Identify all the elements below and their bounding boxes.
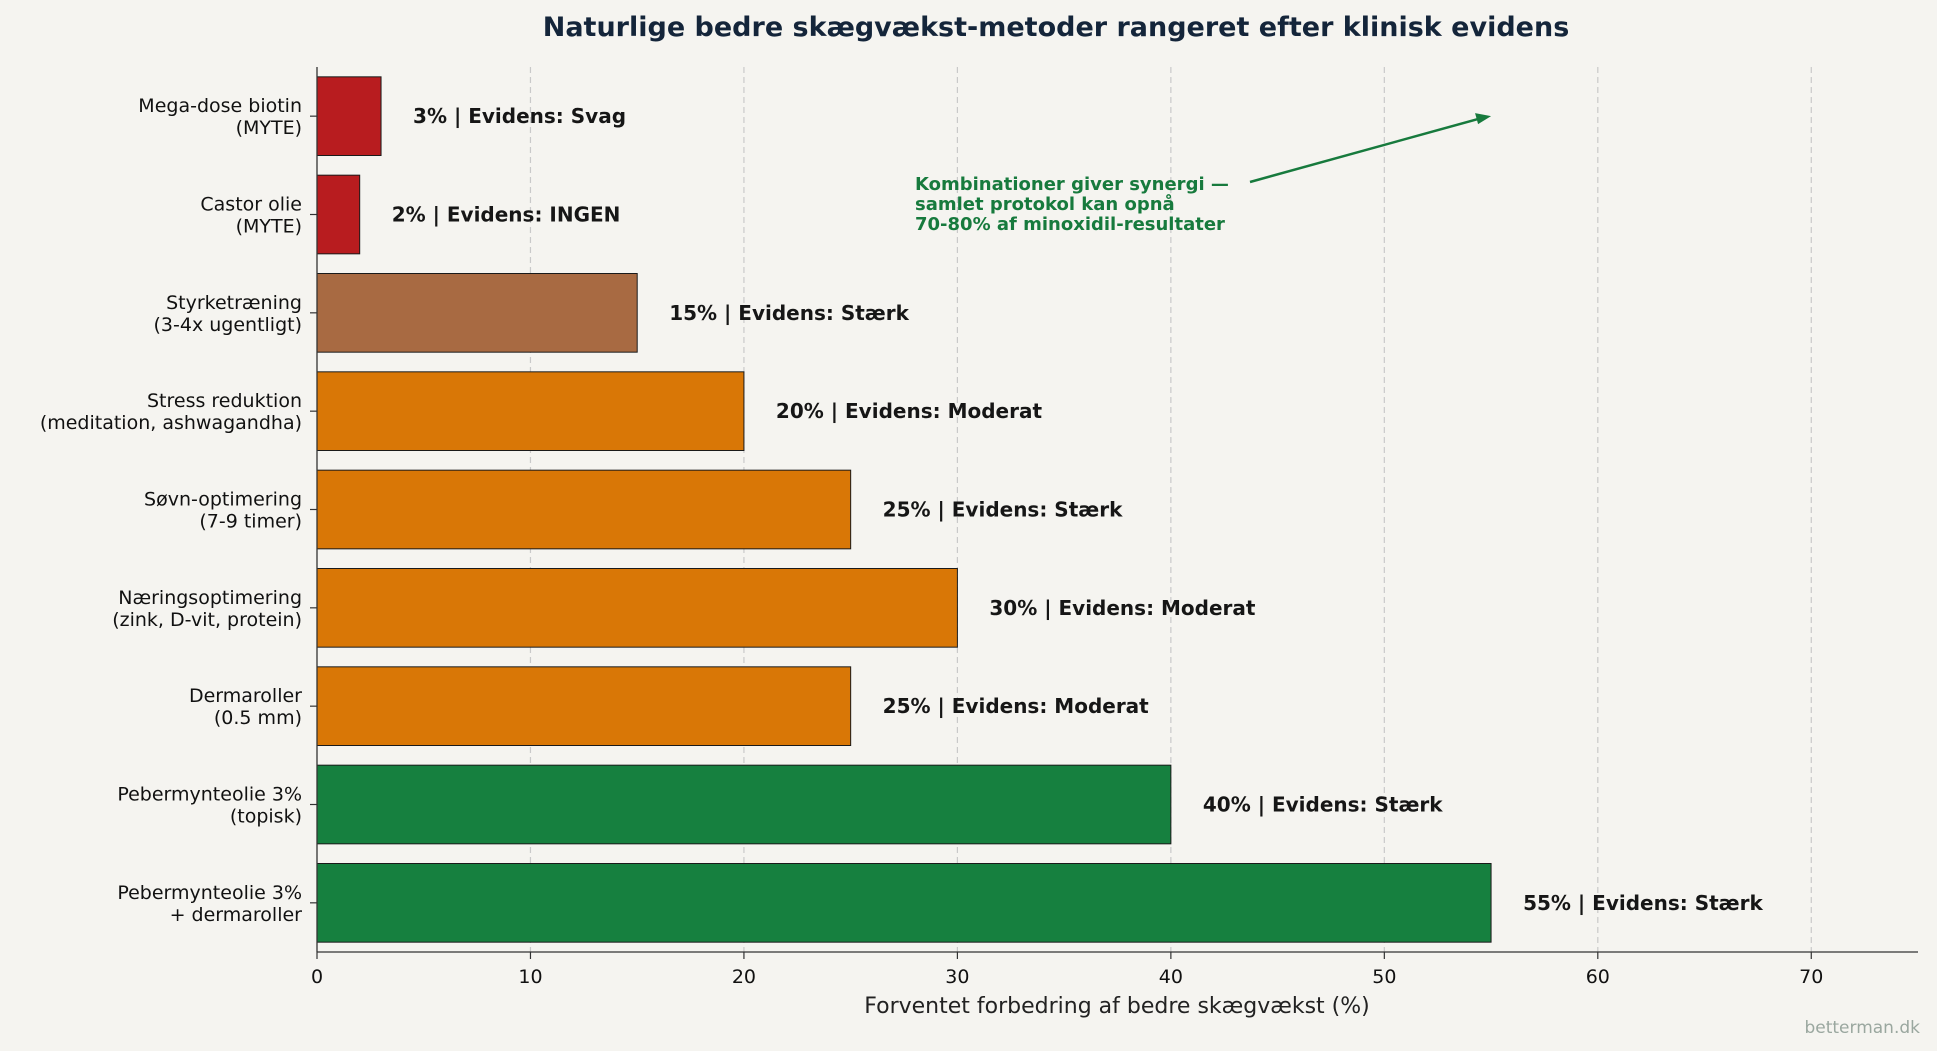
y-label-4: Søvn-optimering (7-9 timer) bbox=[144, 489, 302, 533]
y-label-line: (MYTE) bbox=[236, 117, 302, 139]
x-axis-ticks: 0 10 20 30 40 50 60 70 bbox=[311, 966, 1823, 988]
x-tick-label-60: 60 bbox=[1586, 966, 1610, 988]
data-label-7: 40% | Evidens: Stærk bbox=[1203, 793, 1443, 817]
bar-3 bbox=[316, 371, 745, 452]
y-label-0: Mega-dose biotin (MYTE) bbox=[138, 95, 302, 139]
x-tick-label-50: 50 bbox=[1372, 966, 1396, 988]
x-tick-label-40: 40 bbox=[1159, 966, 1183, 988]
y-label-line: (0.5 mm) bbox=[214, 707, 302, 729]
y-label-5: Næringsoptimering (zink, D-vit, protein) bbox=[112, 587, 302, 631]
bar-8 bbox=[316, 863, 1492, 943]
x-tick-label-30: 30 bbox=[945, 966, 969, 988]
y-label-6: Dermaroller (0.5 mm) bbox=[189, 685, 302, 729]
y-label-line: (zink, D-vit, protein) bbox=[112, 609, 302, 631]
y-label-1: Castor olie (MYTE) bbox=[200, 194, 302, 238]
y-label-line: (topisk) bbox=[230, 806, 302, 828]
bar-1 bbox=[316, 174, 361, 255]
y-label-3: Stress reduktion (meditation, ashwagandha… bbox=[40, 390, 302, 434]
x-tick-label-20: 20 bbox=[732, 966, 756, 988]
y-label-line: Pebermynteolie 3% bbox=[117, 784, 302, 806]
data-label-4: 25% | Evidens: Stærk bbox=[883, 498, 1123, 522]
bar-4 bbox=[316, 469, 852, 550]
x-tick-label-70: 70 bbox=[1799, 966, 1823, 988]
data-label-3: 20% | Evidens: Moderat bbox=[776, 399, 1043, 423]
data-label-6: 25% | Evidens: Moderat bbox=[883, 694, 1150, 718]
y-label-line: (MYTE) bbox=[236, 216, 302, 238]
data-label-0: 3% | Evidens: Svag bbox=[413, 104, 626, 128]
bar-0 bbox=[316, 76, 382, 156]
y-label-line: Søvn-optimering bbox=[144, 489, 302, 511]
x-axis-label: Forventet forbedring af bedre skægvækst … bbox=[864, 994, 1369, 1019]
data-label-8: 55% | Evidens: Stærk bbox=[1523, 891, 1763, 915]
data-label-1: 2% | Evidens: INGEN bbox=[392, 203, 621, 227]
y-label-line: Styrketræning bbox=[166, 292, 302, 314]
annotation-line: Kombinationer giver synergi — bbox=[915, 174, 1229, 195]
footer-source: betterman.dk bbox=[1804, 1018, 1920, 1038]
bars bbox=[316, 76, 1492, 943]
y-label-line: Mega-dose biotin bbox=[138, 95, 302, 117]
x-tick-label-0: 0 bbox=[311, 966, 323, 988]
y-label-8: Pebermynteolie 3% + dermaroller bbox=[117, 882, 302, 926]
y-label-2: Styrketræning (3-4x ugentligt) bbox=[154, 292, 303, 336]
axes bbox=[310, 67, 1918, 959]
y-label-line: Stress reduktion bbox=[147, 390, 302, 412]
x-tick-label-10: 10 bbox=[518, 966, 542, 988]
bar-5 bbox=[316, 568, 958, 648]
data-label-5: 30% | Evidens: Moderat bbox=[989, 596, 1256, 620]
y-label-7: Pebermynteolie 3% (topisk) bbox=[117, 784, 302, 828]
y-label-line: Pebermynteolie 3% bbox=[117, 882, 302, 904]
bar-2 bbox=[316, 273, 638, 353]
y-label-line: + dermaroller bbox=[170, 904, 303, 926]
bar-6 bbox=[316, 666, 852, 746]
annotation-line: 70-80% af minoxidil-resultater bbox=[915, 214, 1225, 235]
annotation-arrow-head bbox=[1475, 113, 1492, 125]
y-label-line: (meditation, ashwagandha) bbox=[40, 412, 302, 434]
y-label-line: Dermaroller bbox=[189, 685, 302, 707]
bar-7 bbox=[316, 764, 1172, 845]
data-label-2: 15% | Evidens: Stærk bbox=[669, 301, 909, 325]
annotation-line: samlet protokol kan opnå bbox=[915, 193, 1175, 215]
y-label-line: Næringsoptimering bbox=[118, 587, 302, 609]
y-label-line: (7-9 timer) bbox=[199, 511, 302, 533]
chart-title: Naturlige bedre skægvækst-metoder ranger… bbox=[543, 12, 1570, 43]
data-labels: 3% | Evidens: Svag 2% | Evidens: INGEN 15%… bbox=[392, 104, 1764, 915]
y-label-line: (3-4x ugentligt) bbox=[154, 314, 303, 336]
annotation-text: Kombinationer giver synergi — samlet prot… bbox=[915, 174, 1229, 235]
annotation: Kombinationer giver synergi — samlet prot… bbox=[915, 113, 1492, 235]
y-label-line: Castor olie bbox=[200, 194, 302, 216]
annotation-arrow-line bbox=[1249, 116, 1482, 184]
y-axis-labels: Mega-dose biotin (MYTE)Castor olie (MYTE)S… bbox=[40, 95, 302, 926]
